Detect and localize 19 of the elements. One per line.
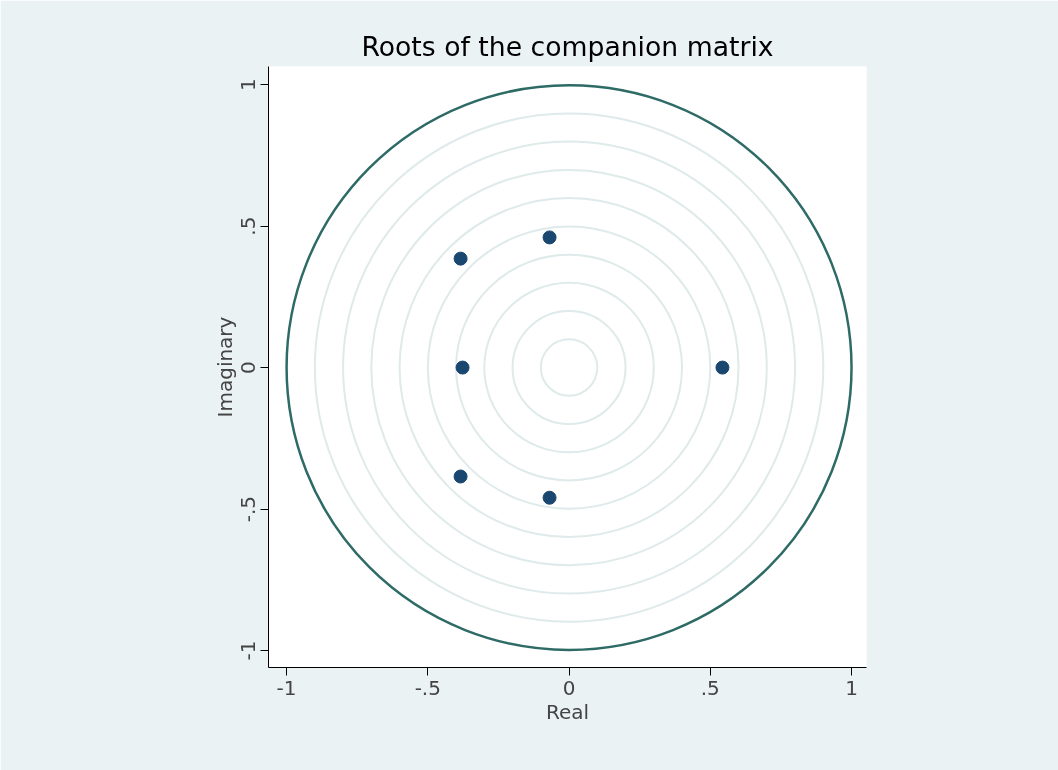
y-tick-label: .5 [236, 216, 261, 236]
y-tick-label: -1 [236, 640, 261, 661]
point [453, 251, 468, 266]
x-tick-label: -.5 [414, 675, 441, 700]
point [542, 230, 557, 245]
point [455, 360, 470, 375]
y-tick-label: 1 [236, 78, 261, 91]
x-tick-label: 1 [845, 675, 858, 700]
y-tick-label: -.5 [236, 495, 261, 523]
point [453, 469, 468, 484]
point [715, 360, 730, 375]
chart-title: Roots of the companion matrix [361, 30, 774, 62]
y-axis-title: Imaginary [212, 316, 237, 418]
x-tick-label: .5 [700, 675, 720, 700]
x-tick-label: 0 [562, 675, 576, 700]
x-tick-label: -1 [276, 675, 297, 700]
x-axis-title: Real [545, 699, 590, 724]
point [542, 490, 557, 505]
y-tick-label: 0 [236, 361, 261, 374]
